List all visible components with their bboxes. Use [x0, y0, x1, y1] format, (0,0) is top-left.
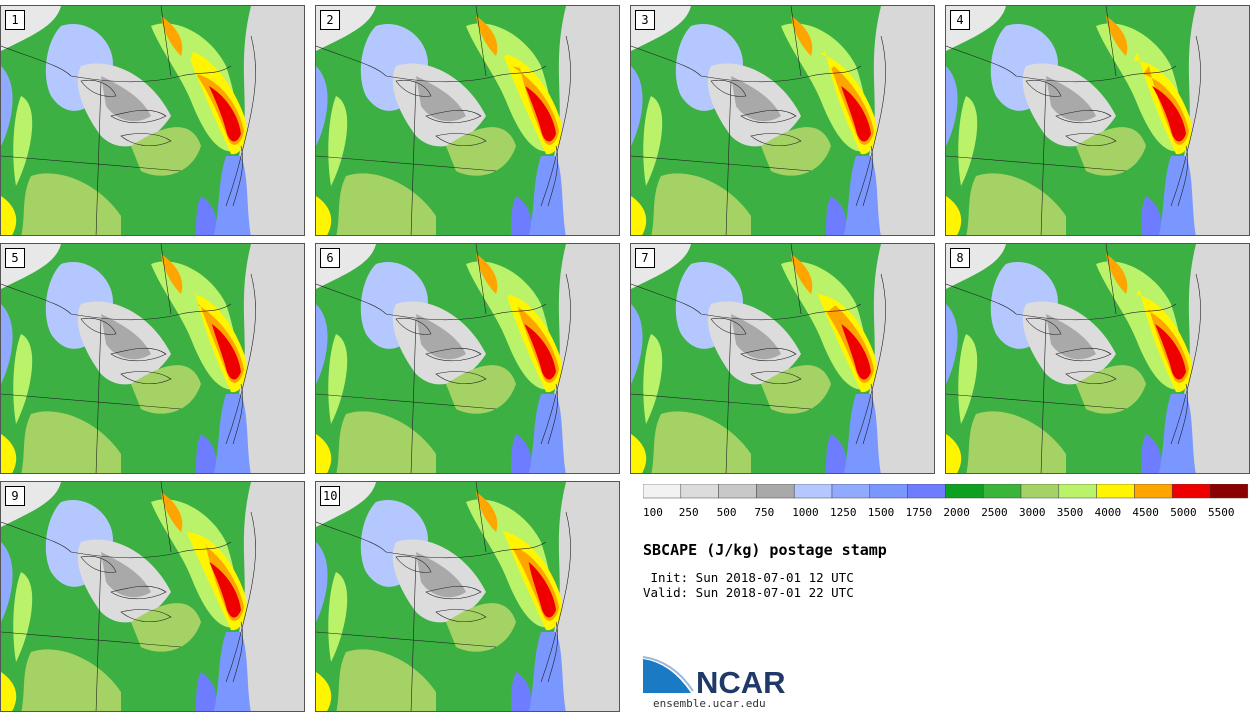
- colorbar-tick-label: 5500: [1208, 506, 1235, 519]
- ensemble-member-panel: 4: [945, 5, 1250, 236]
- colorbar-swatch: [982, 484, 1022, 499]
- ensemble-member-panel: 2: [315, 5, 620, 236]
- ncar-logo: NCAR: [643, 656, 786, 697]
- sbcape-map: [1, 6, 304, 235]
- sbcape-map: [316, 244, 619, 473]
- colorbar-swatch: [1096, 484, 1135, 499]
- colorbar-tick-label: 1250: [830, 506, 857, 519]
- ensemble-member-panel: 8: [945, 243, 1250, 474]
- member-number-label: 8: [950, 248, 970, 268]
- colorbar-swatch: [793, 484, 833, 499]
- colorbar-tick-label: 2500: [981, 506, 1008, 519]
- plot-title: SBCAPE (J/kg) postage stamp: [643, 541, 887, 559]
- member-number-label: 9: [5, 486, 25, 506]
- sbcape-map: [316, 482, 619, 711]
- colorbar-swatch: [1134, 484, 1173, 499]
- member-number-label: 10: [320, 486, 341, 506]
- colorbar-swatch: [643, 484, 682, 499]
- member-number-label: 5: [5, 248, 25, 268]
- logo-swoosh: [643, 659, 691, 693]
- logo-arc: [643, 656, 694, 692]
- colorbar-tick-label: 100: [643, 506, 663, 519]
- colorbar-swatch: [1020, 484, 1060, 499]
- colorbar-swatch: [1058, 484, 1097, 499]
- ensemble-member-panel: 3: [630, 5, 935, 236]
- colorbar-tick-label: 750: [754, 506, 774, 519]
- colorbar-tick-label: 5000: [1170, 506, 1197, 519]
- member-number-label: 1: [5, 10, 25, 30]
- member-number-label: 3: [635, 10, 655, 30]
- sbcape-map: [1, 244, 304, 473]
- colorbar-swatch: [1171, 484, 1211, 499]
- colorbar-tick-label: 3500: [1057, 506, 1084, 519]
- member-number-label: 4: [950, 10, 970, 30]
- valid-time: Valid: Sun 2018-07-01 22 UTC: [643, 585, 854, 600]
- colorbar-tick-label: 3000: [1019, 506, 1046, 519]
- colorbar-swatch: [907, 484, 946, 499]
- colorbar-tick-label: 500: [717, 506, 737, 519]
- colorbar-swatch: [680, 484, 719, 499]
- member-number-label: 2: [320, 10, 340, 30]
- colorbar-tick-label: 250: [679, 506, 699, 519]
- ensemble-member-panel: 6: [315, 243, 620, 474]
- colorbar-labels: 100 250 500 750 1000 1250 1500 1750 2000 2500 3000…: [643, 506, 1235, 519]
- colorbar-swatches: [643, 484, 1249, 499]
- colorbar-swatch: [718, 484, 757, 499]
- colorbar-tick-label: 1750: [906, 506, 933, 519]
- ensemble-member-panel: 7: [630, 243, 935, 474]
- sbcape-map: [631, 244, 934, 473]
- ensemble-member-panel: 9: [0, 481, 305, 712]
- colorbar-swatch: [831, 484, 871, 499]
- colorbar-tick-label: 4500: [1132, 506, 1159, 519]
- sbcape-map: [946, 244, 1249, 473]
- sbcape-map: [1, 482, 304, 711]
- sbcape-map: [946, 6, 1249, 235]
- init-time: Init: Sun 2018-07-01 12 UTC: [643, 570, 854, 585]
- colorbar-swatch: [945, 484, 984, 499]
- member-number-label: 7: [635, 248, 655, 268]
- colorbar-tick-label: 2000: [943, 506, 970, 519]
- sbcape-map: [316, 6, 619, 235]
- member-number-label: 6: [320, 248, 340, 268]
- sbcape-map: [631, 6, 934, 235]
- logo-text: NCAR: [696, 665, 786, 697]
- ensemble-member-panel: 10: [315, 481, 620, 712]
- colorbar-swatch: [869, 484, 908, 499]
- colorbar-swatch: [1209, 484, 1249, 499]
- colorbar-tick-label: 1000: [792, 506, 819, 519]
- colorbar: 100 250 500 750 1000 1250 1500 1750 2000 2500 3000…: [643, 484, 1249, 519]
- colorbar-swatch: [756, 484, 795, 499]
- site-url: ensemble.ucar.edu: [653, 697, 766, 710]
- colorbar-tick-label: 4000: [1095, 506, 1122, 519]
- ensemble-member-panel: 5: [0, 243, 305, 474]
- colorbar-tick-label: 1500: [868, 506, 895, 519]
- ensemble-member-panel: 1: [0, 5, 305, 236]
